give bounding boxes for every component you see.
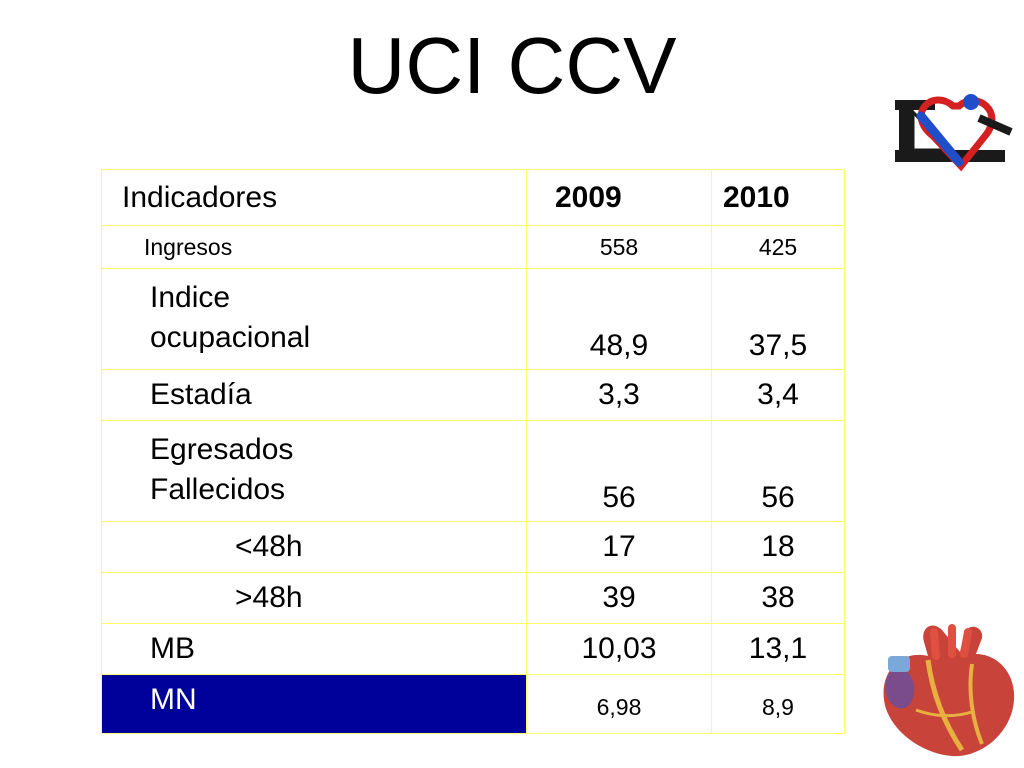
table-row: >48h 39 38 — [101, 572, 845, 624]
row-label: MB — [101, 623, 527, 675]
cell-2010: 18 — [711, 521, 845, 573]
cell-2009: 6,98 — [526, 674, 712, 734]
cell-2010: 37,5 — [711, 268, 845, 370]
cell-2009: 3,3 — [526, 369, 712, 421]
header-indicadores: Indicadores — [101, 169, 527, 226]
cell-2009: 56 — [526, 420, 712, 522]
table-row: Ingresos 558 425 — [101, 225, 845, 269]
header-2009: 2009 — [526, 169, 712, 226]
table-row: Indice ocupacional 48,9 37,5 — [101, 268, 845, 370]
cell-2009: 39 — [526, 572, 712, 624]
anatomical-heart-icon — [883, 624, 1015, 757]
cell-2009: 558 — [526, 225, 712, 269]
cell-2009: 10,03 — [526, 623, 712, 675]
cell-2010: 8,9 — [711, 674, 845, 734]
cell-2010: 425 — [711, 225, 845, 269]
cell-2010: 3,4 — [711, 369, 845, 421]
isc-heart-logo-icon — [895, 94, 1013, 172]
row-label-line2: ocupacional — [150, 321, 311, 354]
cell-2009: 17 — [526, 521, 712, 573]
row-label: Egresados Fallecidos — [101, 420, 527, 522]
row-label: >48h — [101, 572, 527, 624]
cell-2009: 48,9 — [526, 268, 712, 370]
row-label: Ingresos — [101, 225, 527, 269]
row-label-line2: Fallecidos — [150, 473, 286, 506]
slide-title: UCI CCV — [347, 21, 677, 110]
table-row: Estadía 3,3 3,4 — [101, 369, 845, 421]
header-2010: 2010 — [711, 169, 845, 226]
indicators-table: Indicadores 2009 2010 Ingresos 558 425 I… — [101, 169, 845, 734]
row-label: Indice ocupacional — [101, 268, 527, 370]
table-row: MN 6,98 8,9 — [101, 674, 845, 734]
table-header-row: Indicadores 2009 2010 — [101, 169, 845, 226]
cell-2010: 13,1 — [711, 623, 845, 675]
table-row: <48h 17 18 — [101, 521, 845, 573]
cell-2010: 38 — [711, 572, 845, 624]
row-label: <48h — [101, 521, 527, 573]
row-label: Estadía — [101, 369, 527, 421]
cell-2010: 56 — [711, 420, 845, 522]
row-label-highlighted: MN — [101, 674, 527, 734]
row-label-line1: Indice — [150, 281, 231, 314]
table-row: Egresados Fallecidos 56 56 — [101, 420, 845, 522]
table-row: MB 10,03 13,1 — [101, 623, 845, 675]
row-label-line1: Egresados — [150, 433, 294, 466]
